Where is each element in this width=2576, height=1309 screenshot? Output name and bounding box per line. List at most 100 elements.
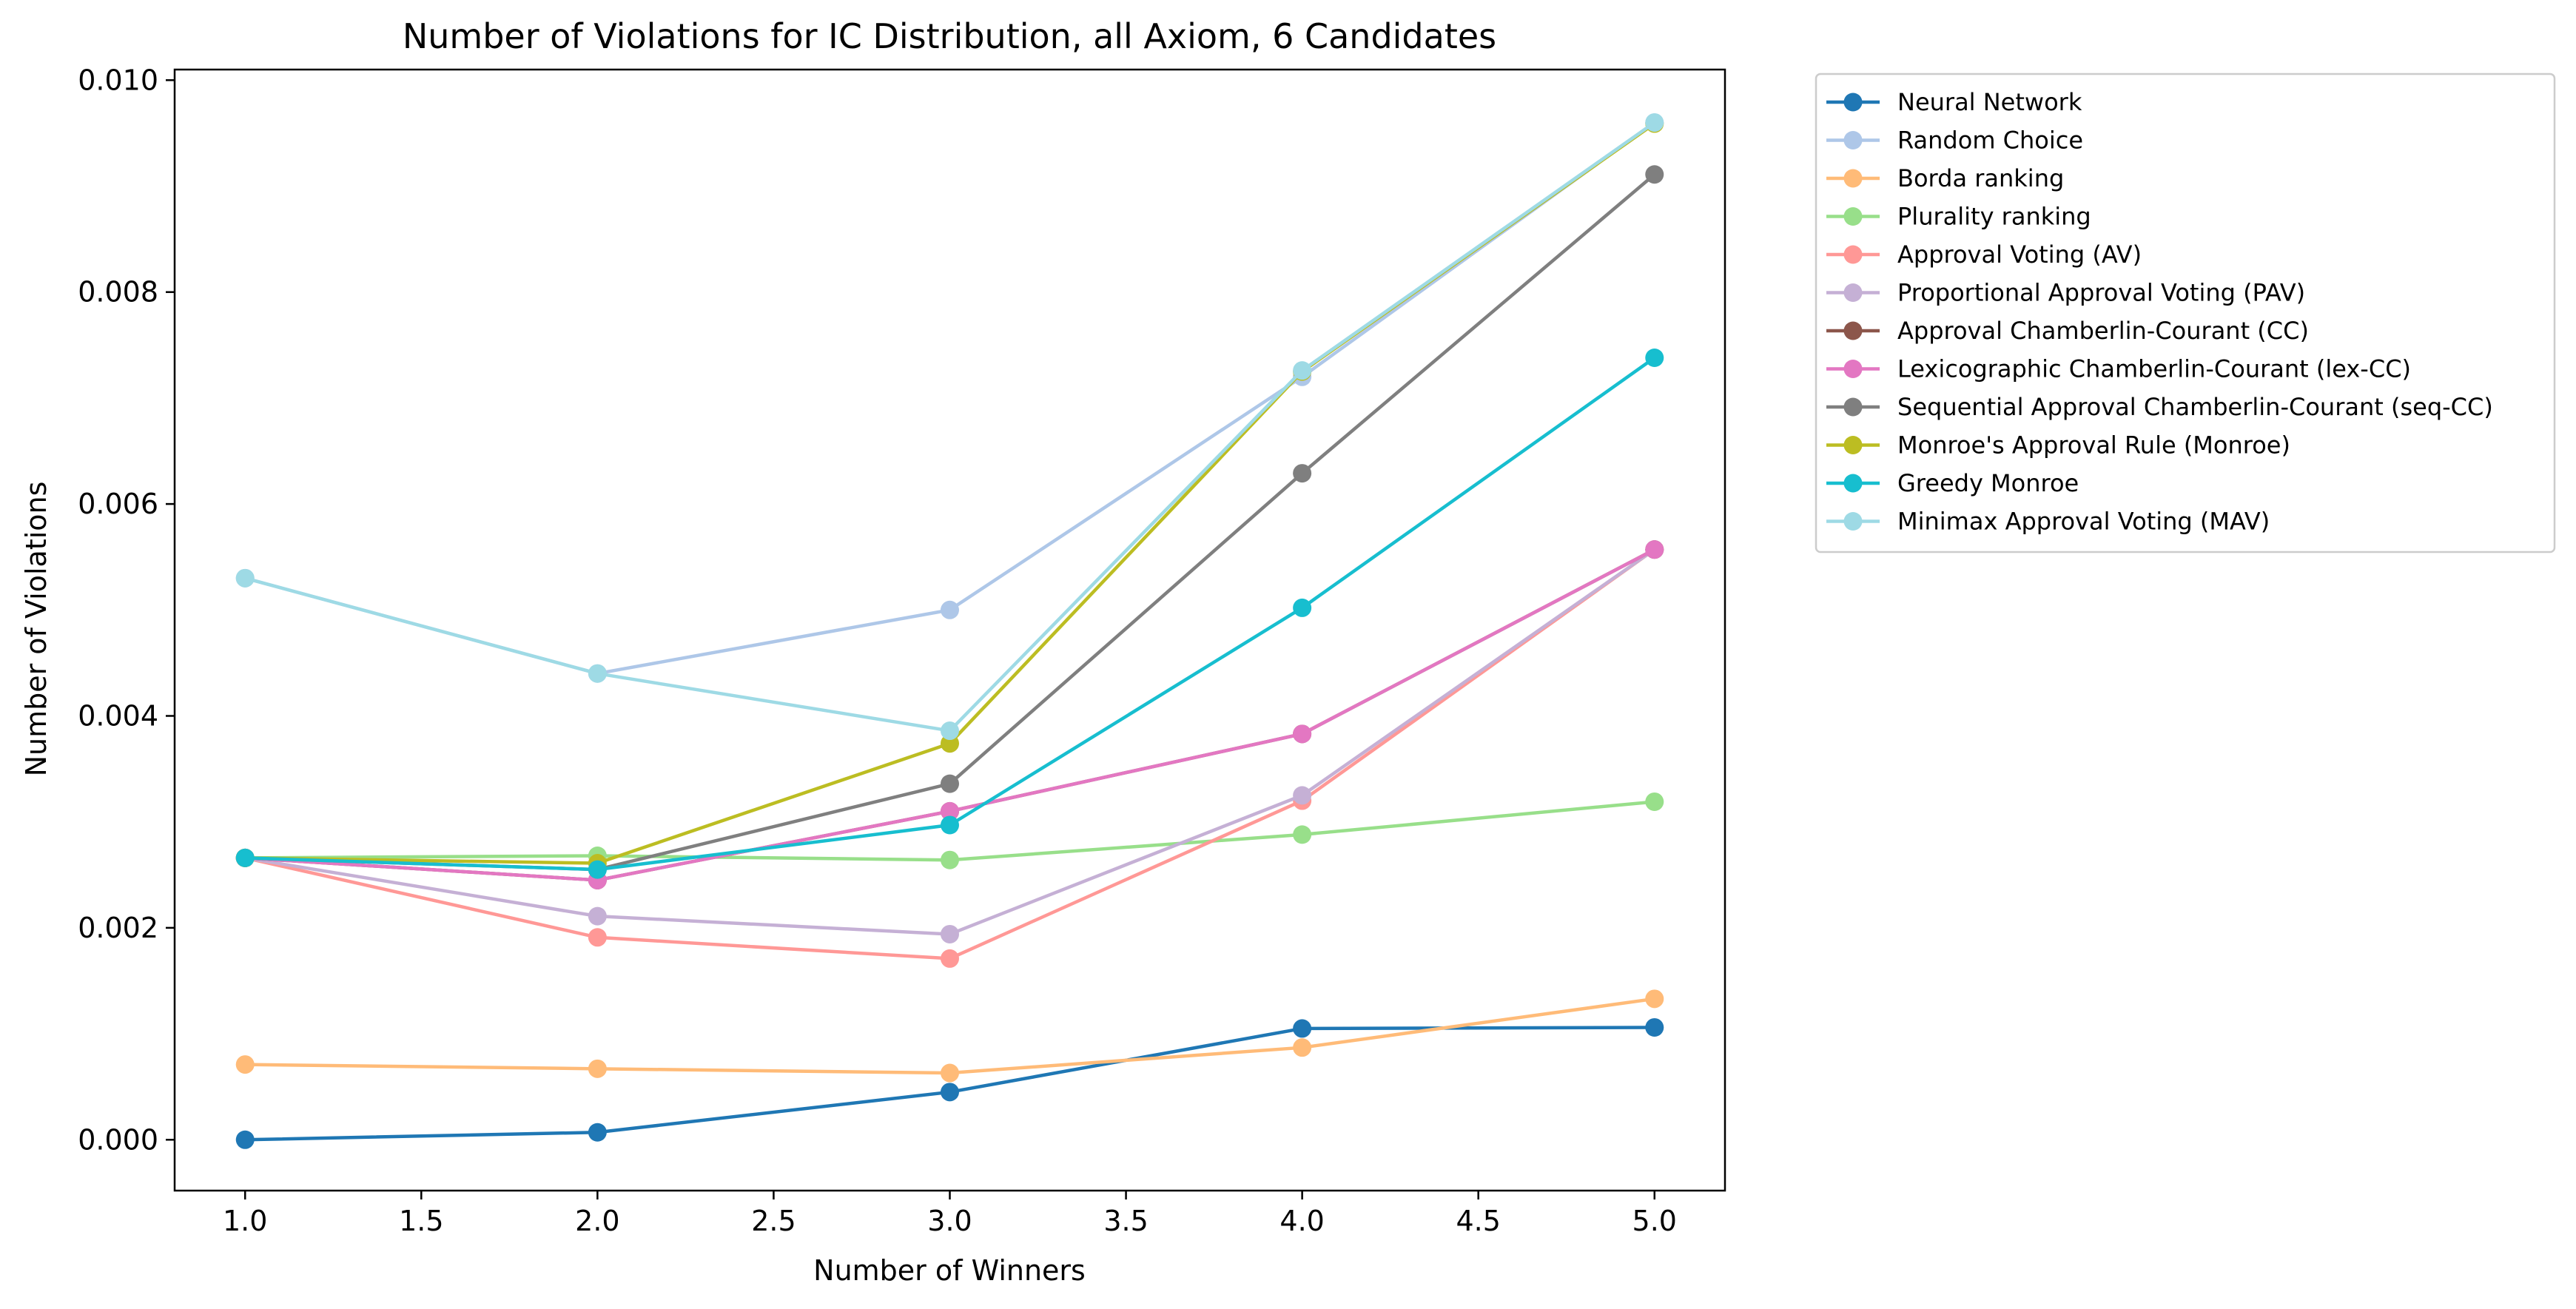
data-point <box>941 774 959 793</box>
data-point <box>941 801 959 821</box>
series-3 <box>235 989 1664 1083</box>
legend-item: Approval Chamberlin-Courant (CC) <box>1826 317 2309 345</box>
y-tick-label: 0.002 <box>78 912 158 944</box>
legend-label: Minimax Approval Voting (MAV) <box>1897 508 2270 536</box>
x-tick-label: 5.0 <box>1632 1205 1677 1237</box>
legend-label: Greedy Monroe <box>1897 469 2079 497</box>
data-point <box>1645 792 1664 811</box>
legend-label: Monroe's Approval Rule (Monroe) <box>1897 431 2290 460</box>
plot-frame <box>173 68 1726 1192</box>
legend-marker <box>1843 245 1863 264</box>
legend-label: Borda ranking <box>1897 164 2064 192</box>
legend-marker <box>1843 92 1863 112</box>
data-point <box>1645 348 1664 367</box>
legend-label: Random Choice <box>1897 127 2083 155</box>
legend-item: Lexicographic Chamberlin-Courant (lex-CC… <box>1826 355 2411 383</box>
x-tick-label: 4.0 <box>1279 1205 1324 1237</box>
y-tick-label: 0.008 <box>78 276 158 309</box>
legend-label: Proportional Approval Voting (PAV) <box>1897 279 2305 307</box>
data-point <box>1293 598 1312 617</box>
data-point <box>1645 540 1664 559</box>
legend-item: Minimax Approval Voting (MAV) <box>1826 508 2270 536</box>
legend-marker <box>1843 207 1863 226</box>
data-point <box>588 1059 607 1078</box>
data-point <box>1645 989 1664 1009</box>
x-tick-label: 1.0 <box>223 1205 267 1237</box>
legend-item: Monroe's Approval Rule (Monroe) <box>1826 431 2290 460</box>
legend-item: Random Choice <box>1826 127 2083 155</box>
data-point <box>1645 1017 1664 1037</box>
x-tick-label: 2.0 <box>575 1205 619 1237</box>
data-point <box>1293 724 1312 744</box>
data-point <box>941 924 959 943</box>
data-point <box>1645 113 1664 132</box>
plot-area: 1.0 1.5 2.0 2.5 3.0 3.5 4.0 4.5 5.0 0.000 0.002 0.0… <box>78 64 1677 1237</box>
data-point <box>941 600 959 619</box>
legend-item: Proportional Approval Voting (PAV) <box>1826 279 2305 307</box>
data-point <box>941 850 959 869</box>
legend-label: Approval Chamberlin-Courant (CC) <box>1897 317 2309 345</box>
legend-marker <box>1843 512 1863 531</box>
series-11 <box>235 348 1664 879</box>
legend: Neural Network Random Choice Borda ranking… <box>1815 73 2556 553</box>
legend-label: Lexicographic Chamberlin-Courant (lex-CC… <box>1897 355 2411 383</box>
legend-label: Plurality ranking <box>1897 203 2091 231</box>
data-point <box>588 664 607 683</box>
data-point <box>235 1130 255 1149</box>
data-point <box>588 1123 607 1142</box>
data-point <box>941 1083 959 1102</box>
data-point <box>235 1055 255 1074</box>
legend-label: Neural Network <box>1897 88 2082 116</box>
x-tick-label: 3.0 <box>927 1205 972 1237</box>
legend-item: Neural Network <box>1826 88 2082 116</box>
legend-label: Approval Voting (AV) <box>1897 240 2142 269</box>
data-point <box>941 949 959 968</box>
legend-label: Sequential Approval Chamberlin-Courant (… <box>1897 393 2493 421</box>
legend-marker <box>1843 474 1863 493</box>
legend-item: Sequential Approval Chamberlin-Courant (… <box>1826 393 2493 421</box>
data-point <box>1293 361 1312 380</box>
data-point <box>235 568 255 588</box>
data-point <box>1293 825 1312 844</box>
y-tick-label: 0.006 <box>78 488 158 520</box>
data-point <box>235 848 255 867</box>
legend-item: Greedy Monroe <box>1826 469 2079 497</box>
data-point <box>1293 786 1312 805</box>
chart-title: Number of Violations for IC Distribution… <box>403 16 1496 56</box>
x-tick-label: 3.5 <box>1103 1205 1148 1237</box>
legend-item: Borda ranking <box>1826 164 2064 192</box>
legend-marker <box>1843 397 1863 417</box>
legend-marker <box>1843 360 1863 378</box>
data-point <box>941 721 959 741</box>
legend-frame <box>1815 73 2556 553</box>
legend-marker <box>1843 169 1863 188</box>
data-point <box>941 734 959 753</box>
x-tick-label: 1.5 <box>399 1205 443 1237</box>
x-axis-label: Number of Winners <box>813 1254 1086 1287</box>
series-12 <box>235 113 1664 741</box>
y-axis-label: Number of Violations <box>20 482 53 777</box>
legend-item: Plurality ranking <box>1826 203 2091 231</box>
data-point <box>1293 464 1312 483</box>
data-point <box>588 906 607 926</box>
data-point <box>941 1063 959 1083</box>
data-point <box>941 815 959 835</box>
legend-item: Approval Voting (AV) <box>1826 240 2142 269</box>
data-point <box>588 928 607 947</box>
x-tick-label: 4.5 <box>1456 1205 1500 1237</box>
data-point <box>588 860 607 879</box>
data-point <box>1645 165 1664 184</box>
y-tick-label: 0.010 <box>78 64 158 96</box>
legend-marker <box>1843 436 1863 454</box>
y-tick-label: 0.004 <box>78 699 158 732</box>
legend-marker <box>1843 321 1863 340</box>
data-point <box>1293 1019 1312 1038</box>
x-tick-label: 2.5 <box>751 1205 796 1237</box>
legend-marker <box>1843 131 1863 149</box>
y-tick-label: 0.000 <box>78 1123 158 1156</box>
legend-marker <box>1843 283 1863 302</box>
data-point <box>1293 1038 1312 1057</box>
series-1 <box>235 1017 1664 1149</box>
